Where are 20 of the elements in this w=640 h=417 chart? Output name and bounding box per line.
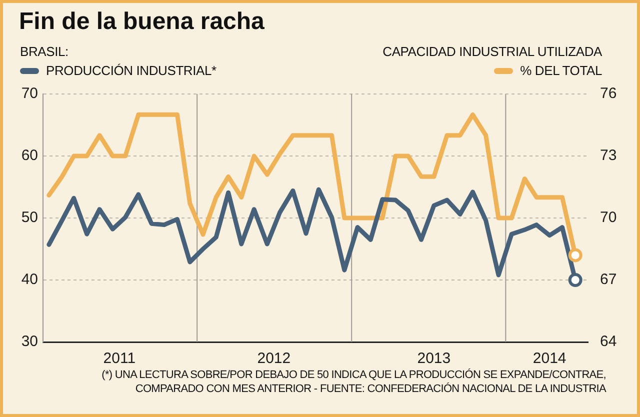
y-tick-label: 60 <box>21 147 38 164</box>
y-tick-label: 70 <box>21 85 38 102</box>
y2-axis-title: CAPACIDAD INDUSTRIAL UTILIZADA <box>382 44 602 60</box>
text: (*) UNA LECTURA SOBRE/POR DEBAJO DE 50 INDICA QUE LA PRODUCCIÓN SE EXPANDE/CONTRAE, COMPARADO CON MES ANTERIOR - FUENTE: CONFEDERACIÓN NACIONAL DE LA INDUSTRIA <box>100 368 606 396</box>
y-tick-label: 30 <box>21 333 38 350</box>
y2-tick-label: 73 <box>600 147 617 164</box>
y-tick-label: 40 <box>21 271 38 288</box>
y2-tick-label: 76 <box>600 85 617 102</box>
y2-tick-label: 70 <box>600 209 617 226</box>
x-tick-label: 2012 <box>257 350 291 368</box>
chart-title: Fin de la buena racha <box>19 7 264 37</box>
x-tick-label: 2014 <box>532 350 566 368</box>
legend-label: % DEL TOTAL <box>520 63 602 79</box>
y-tick-label: 50 <box>21 209 38 226</box>
legend-label: PRODUCCIÓN INDUSTRIAL* <box>46 63 216 79</box>
x-tick-label: 2013 <box>417 350 451 368</box>
y2-tick-label: 64 <box>600 333 617 350</box>
x-tick-label: 2011 <box>103 350 136 368</box>
y2-tick-label: 67 <box>600 271 617 288</box>
chart-subtitle: BRASIL: <box>20 44 68 60</box>
